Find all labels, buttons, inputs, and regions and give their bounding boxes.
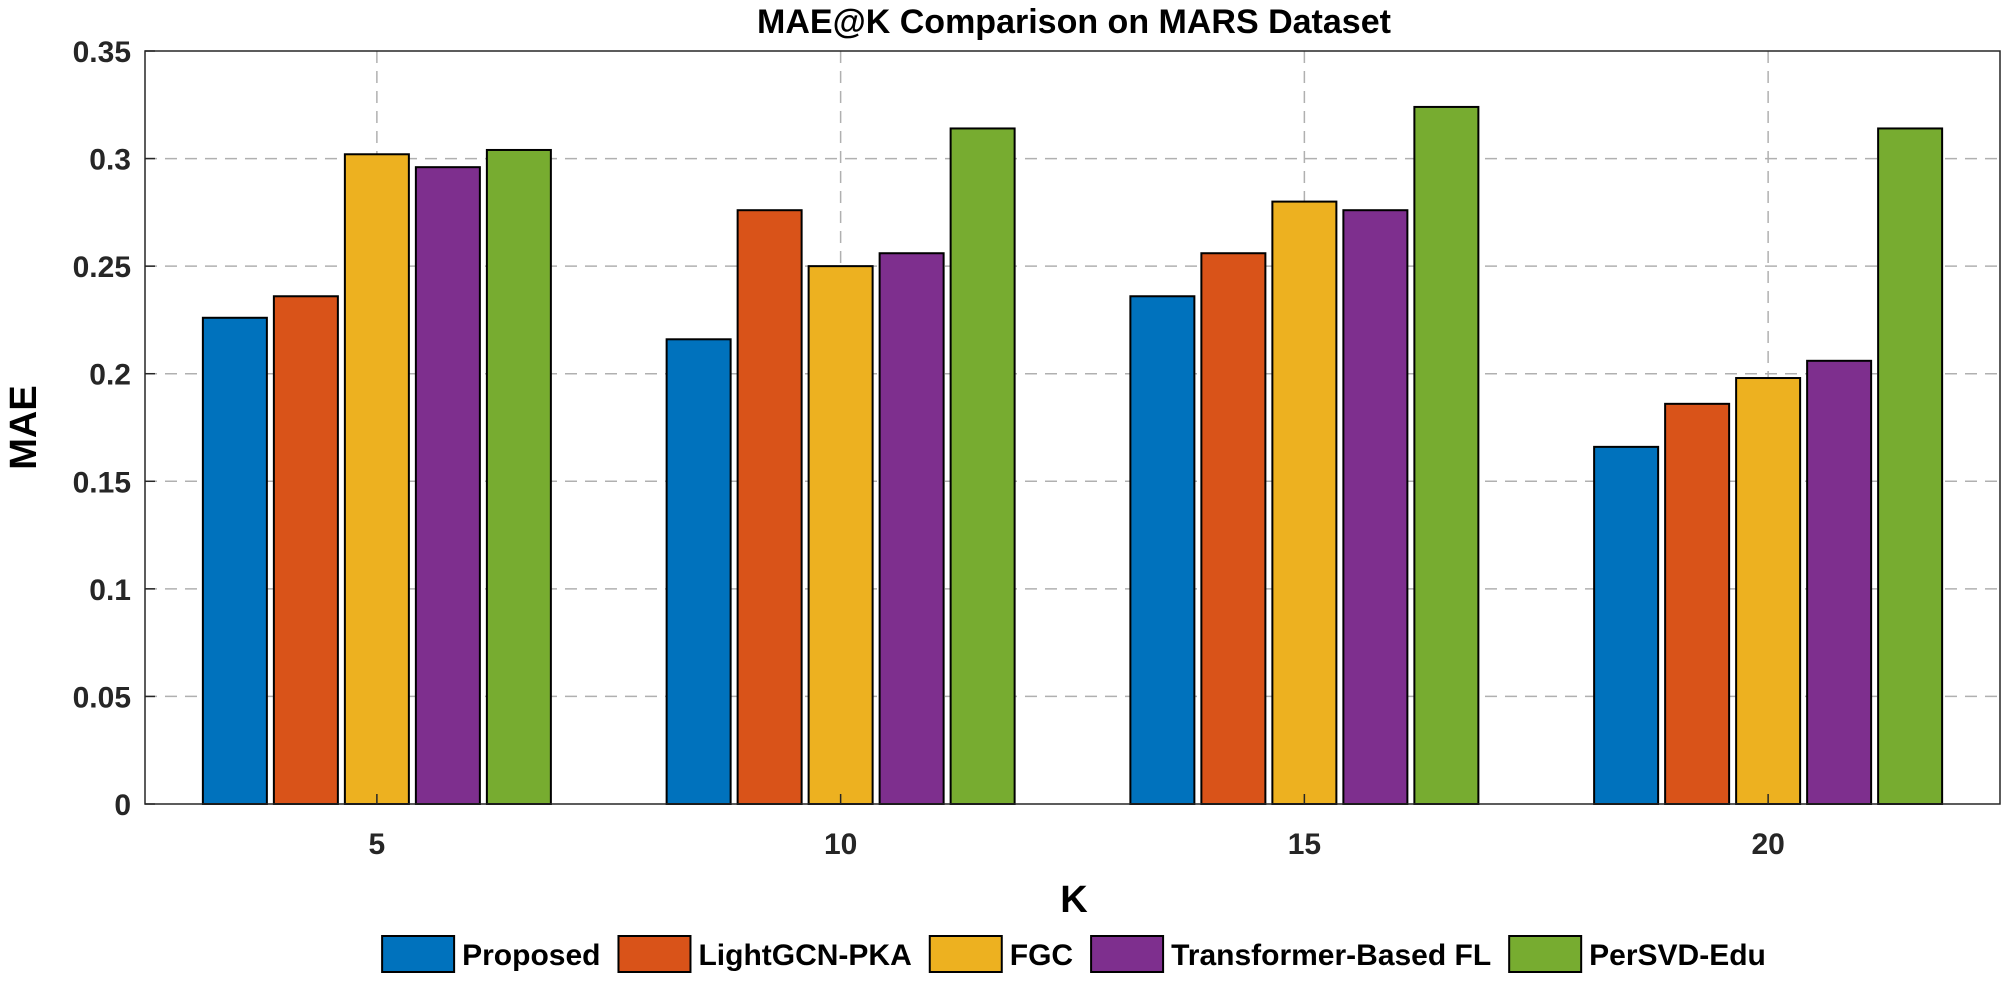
bar-fgc-k10 xyxy=(807,265,874,805)
y-tick-label: 0.15 xyxy=(73,466,131,499)
legend-swatch-fgc xyxy=(928,935,1003,973)
legend-label-persvd-edu: PerSVD-Edu xyxy=(1589,939,1766,972)
bar-persvd-edu-k5 xyxy=(485,148,552,806)
bar-transformer-based-fl-k5 xyxy=(414,166,481,806)
bar-proposed-k10 xyxy=(665,338,732,805)
legend-label-transformer-based-fl: Transformer-Based FL xyxy=(1171,939,1491,972)
bar-transformer-based-fl-k20 xyxy=(1806,359,1873,805)
bar-fgc-k20 xyxy=(1735,377,1802,805)
bar-lightgcn-pka-k15 xyxy=(1200,252,1267,805)
bar-lightgcn-pka-k5 xyxy=(272,295,339,805)
y-axis-label: MAE xyxy=(3,385,45,469)
y-tick-label: 0.3 xyxy=(89,144,131,177)
bar-persvd-edu-k20 xyxy=(1877,127,1944,806)
y-tick-label: 0.05 xyxy=(73,681,131,714)
x-tick-label: 15 xyxy=(1288,828,1321,861)
bar-persvd-edu-k15 xyxy=(1413,105,1480,806)
legend-swatch-lightgcn-pka xyxy=(617,935,692,973)
bar-transformer-based-fl-k15 xyxy=(1342,209,1409,806)
bar-proposed-k5 xyxy=(201,316,268,805)
legend: Proposed LightGCN-PKA FGC Transformer-Based… xyxy=(381,935,1766,973)
y-tick-label: 0.1 xyxy=(89,574,131,607)
y-tick-label: 0.25 xyxy=(73,251,131,284)
legend-swatch-proposed xyxy=(381,935,456,973)
y-ticks: 0 0.05 0.1 0.15 0.2 0.25 0.3 0.35 xyxy=(73,36,155,822)
legend-swatch-persvd-edu xyxy=(1508,935,1583,973)
legend-label-fgc: FGC xyxy=(1010,939,1073,972)
bars xyxy=(201,105,1944,806)
y-tick-label: 0.35 xyxy=(73,36,131,69)
x-axis-label: K xyxy=(1060,879,1088,921)
y-tick-label: 0 xyxy=(114,789,131,822)
plot-frame xyxy=(144,50,2001,805)
chart-title: MAE@K Comparison on MARS Dataset xyxy=(757,3,1391,41)
bar-persvd-edu-k10 xyxy=(949,127,1016,806)
legend-swatch-transformer-based-fl xyxy=(1090,935,1165,973)
x-tick-label: 5 xyxy=(369,828,386,861)
bar-transformer-based-fl-k10 xyxy=(878,252,945,805)
legend-label-lightgcn-pka: LightGCN-PKA xyxy=(698,939,911,972)
bar-lightgcn-pka-k10 xyxy=(736,209,803,806)
x-tick-label: 10 xyxy=(824,828,857,861)
legend-label-proposed: Proposed xyxy=(462,939,600,972)
bar-lightgcn-pka-k20 xyxy=(1664,402,1731,805)
x-tick-label: 20 xyxy=(1751,828,1784,861)
x-ticks: 5 10 15 20 xyxy=(369,794,1785,861)
y-tick-label: 0.2 xyxy=(89,359,131,392)
bar-proposed-k20 xyxy=(1593,445,1660,805)
bar-fgc-k5 xyxy=(343,153,410,806)
bar-proposed-k15 xyxy=(1129,295,1196,805)
bar-fgc-k15 xyxy=(1271,200,1338,806)
